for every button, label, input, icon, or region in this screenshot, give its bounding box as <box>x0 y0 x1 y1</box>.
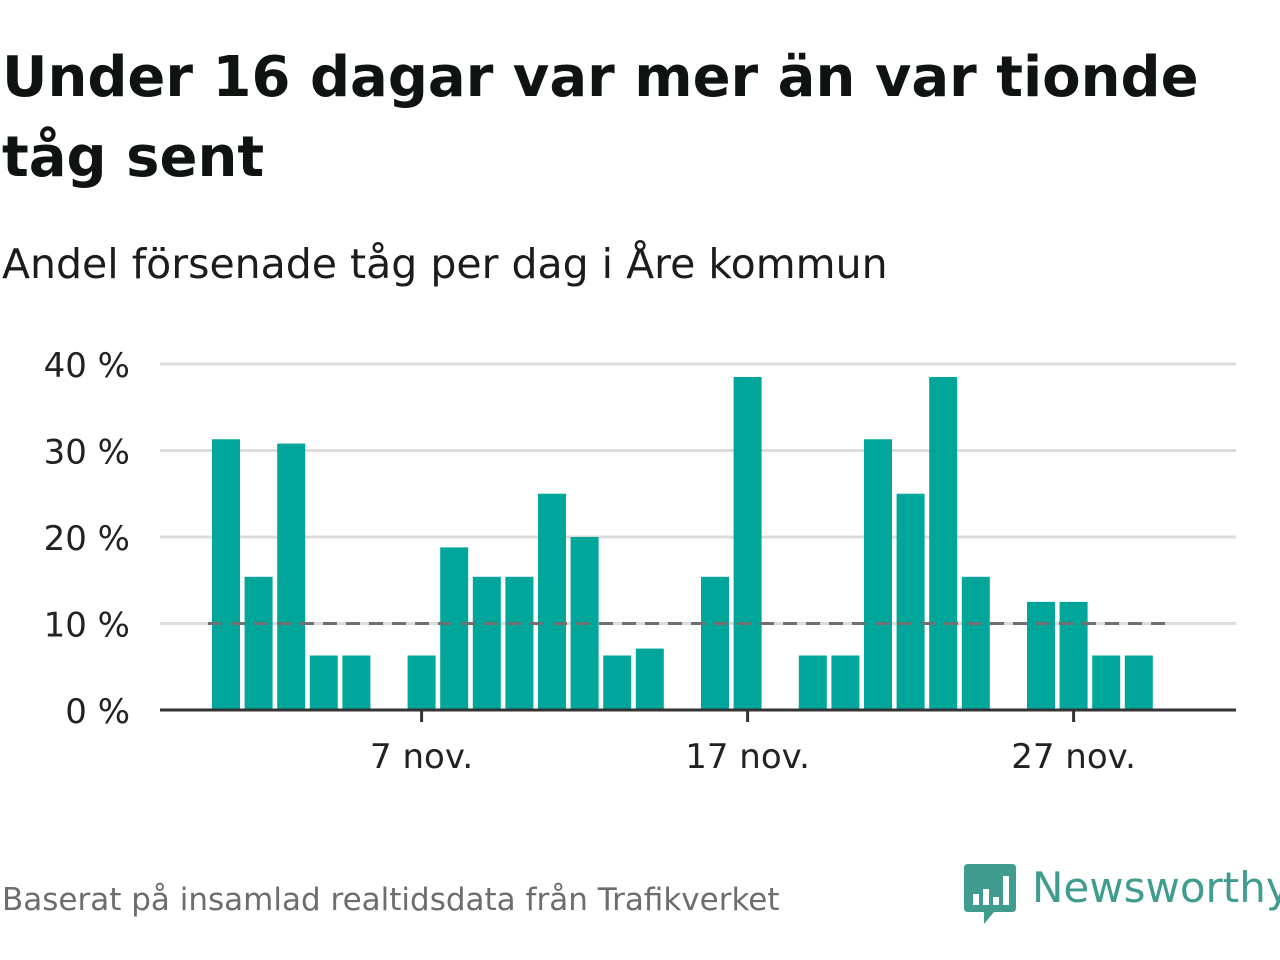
bar <box>472 576 501 710</box>
x-tick-label: 27 nov. <box>1011 737 1136 777</box>
y-tick-label: 10 % <box>44 606 130 646</box>
bar <box>1124 655 1153 710</box>
bar <box>831 655 860 710</box>
y-tick-label: 40 % <box>44 346 130 386</box>
grid-lines <box>160 362 1236 625</box>
bar <box>603 655 632 710</box>
y-axis-ticks: 0 % 10 % 20 % 30 % 40 % <box>44 346 130 732</box>
bar <box>440 547 469 710</box>
chart-speech-bubble-icon <box>964 864 1016 924</box>
x-tick-label: 7 nov. <box>370 737 473 777</box>
bar <box>1059 601 1088 710</box>
bar <box>929 376 958 710</box>
bar <box>1027 601 1055 710</box>
y-tick-label: 20 % <box>44 519 130 559</box>
bar <box>244 576 273 710</box>
bar <box>635 648 664 710</box>
bars <box>212 376 1153 710</box>
brand-logo: Newsworthy <box>964 862 1280 926</box>
bar-chart: 0 % 10 % 20 % 30 % 40 % 7 nov. 17 nov. 27 nov. <box>44 346 1236 777</box>
bar <box>342 655 371 710</box>
x-tick-label: 17 nov. <box>685 737 810 777</box>
bar <box>309 655 338 710</box>
bar <box>896 493 925 710</box>
x-axis-ticks: 7 nov. 17 nov. 27 nov. <box>370 710 1136 777</box>
y-tick-label: 30 % <box>44 433 130 473</box>
bar <box>1092 655 1121 710</box>
bar <box>277 443 306 710</box>
bar <box>961 576 990 710</box>
bar <box>733 376 762 710</box>
y-tick-label: 0 % <box>65 692 130 732</box>
bar <box>798 655 827 710</box>
bar <box>407 655 436 710</box>
chart-title: Under 16 dagar var mer än var tionde tåg… <box>2 45 1199 190</box>
source-note: Baserat på insamlad realtidsdata från Tr… <box>2 882 780 918</box>
bar <box>538 493 566 710</box>
brand-name: Newsworthy <box>1032 863 1280 912</box>
bar <box>864 439 892 710</box>
bar <box>505 576 534 710</box>
bar <box>701 576 729 710</box>
chart-subtitle: Andel försenade tåg per dag i Åre kommun <box>2 240 888 288</box>
bar <box>212 439 240 710</box>
